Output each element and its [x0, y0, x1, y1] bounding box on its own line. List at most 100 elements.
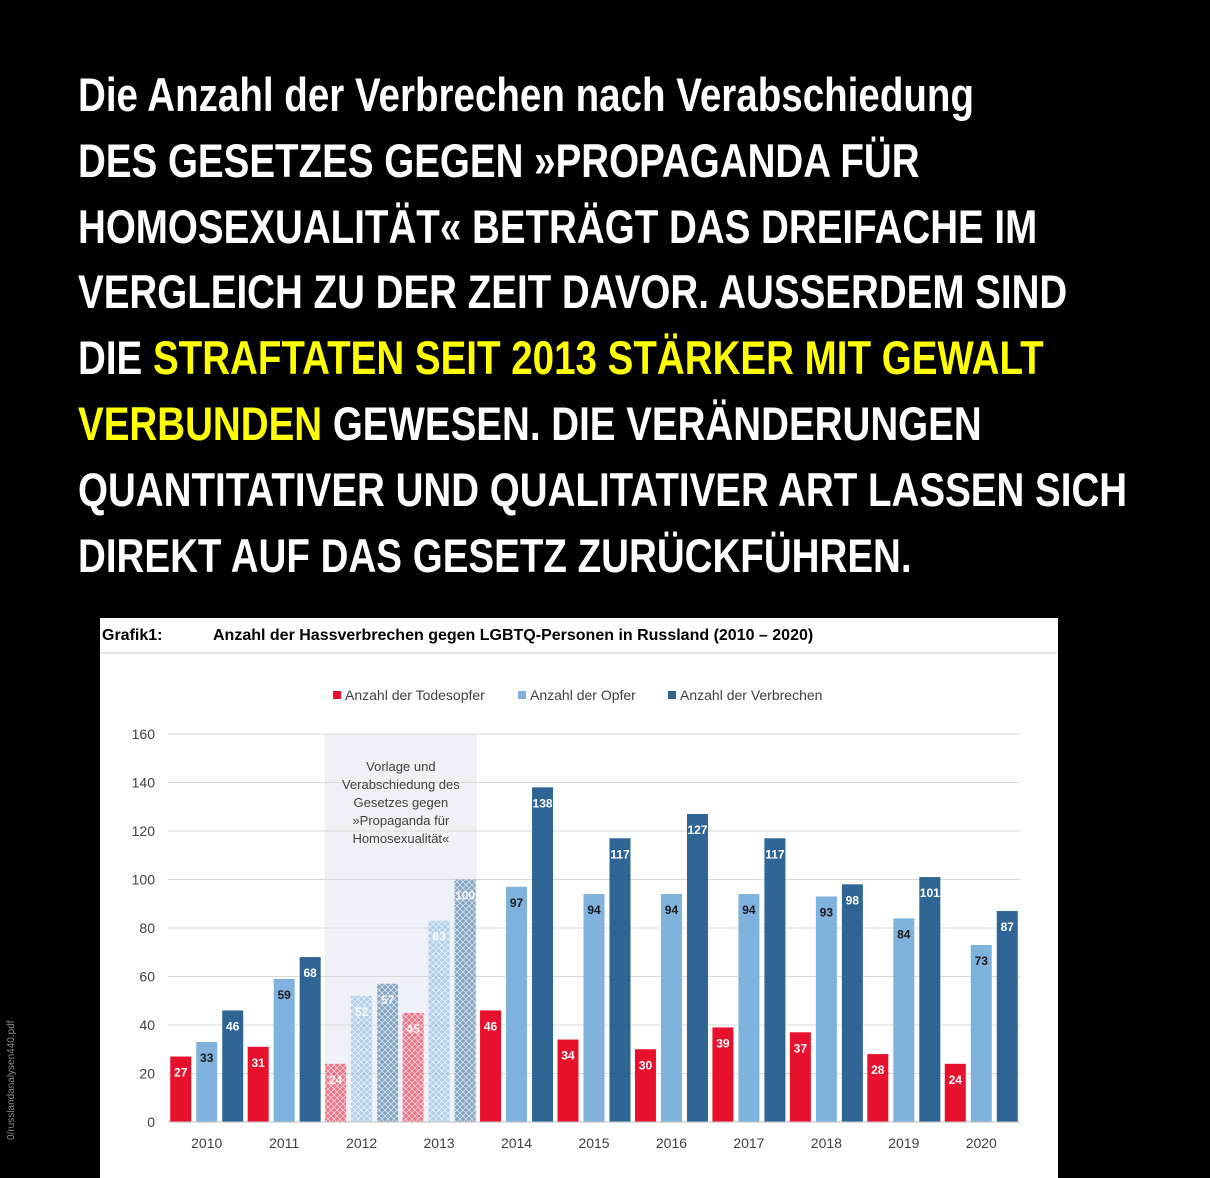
data-label: 33: [200, 1051, 214, 1065]
bar: [480, 1010, 502, 1122]
data-label: 52: [355, 1005, 369, 1019]
bar: [686, 814, 708, 1122]
bar: [506, 886, 528, 1122]
bar: [609, 838, 631, 1122]
bar: [841, 884, 863, 1122]
x-tick-label: 2012: [346, 1135, 377, 1151]
data-label: 24: [329, 1073, 343, 1087]
data-label: 97: [510, 896, 524, 910]
headline: Die Anzahl der Verbrechen nach Verabschi…: [78, 62, 1128, 588]
bar: [196, 1041, 218, 1122]
bar: [660, 894, 682, 1122]
y-tick-label: 0: [147, 1114, 155, 1130]
data-label: 94: [587, 903, 601, 917]
bar: [867, 1054, 889, 1122]
x-tick-label: 2010: [191, 1135, 222, 1151]
bar: [893, 918, 915, 1122]
data-label: 73: [975, 954, 989, 968]
headline-line-6: VERBUNDEN GEWESEN. DIE VERÄNDERUNGEN: [78, 391, 982, 457]
data-label: 39: [716, 1036, 730, 1050]
data-label: 45: [406, 1022, 420, 1036]
bar: [712, 1027, 734, 1122]
headline-line-5: DIE STRAFTATEN SEIT 2013 STÄRKER MIT GEW…: [78, 325, 1044, 391]
bar: [402, 1012, 424, 1122]
data-label: 138: [533, 796, 553, 810]
bar: [170, 1056, 192, 1122]
data-label: 93: [820, 905, 834, 919]
headline-line-4: VERGLEICH ZU DER ZEIT DAVOR. AUSSERDEM S…: [78, 265, 1068, 319]
bar: [299, 957, 321, 1122]
bar: [377, 983, 399, 1122]
data-label: 117: [610, 847, 630, 861]
headline-highlight-2: VERBUNDEN: [78, 396, 323, 450]
data-label: 46: [226, 1019, 240, 1033]
data-label: 30: [639, 1058, 653, 1072]
bar: [970, 944, 992, 1122]
headline-line-1: Die Anzahl der Verbrechen nach Verabschi…: [78, 68, 974, 121]
data-label: 94: [742, 903, 756, 917]
x-tick-label: 2015: [578, 1135, 609, 1151]
data-label: 68: [304, 966, 318, 980]
bar: [273, 978, 295, 1122]
legend-label: Anzahl der Opfer: [530, 687, 636, 703]
chart-panel: Grafik1: Anzahl der Hassverbrechen gegen …: [100, 618, 1058, 1178]
y-tick-label: 120: [132, 823, 156, 839]
bar: [944, 1063, 966, 1122]
chart-title: Anzahl der Hassverbrechen gegen LGBTQ-Pe…: [213, 627, 813, 644]
data-label: 98: [846, 893, 860, 907]
headline-line-3: HOMOSEXUALITÄT« BETRÄGT DAS DREIFACHE IM: [78, 199, 1038, 253]
bar: [222, 1010, 244, 1122]
y-tick-label: 100: [132, 872, 156, 888]
data-label: 28: [871, 1063, 885, 1077]
data-label: 117: [765, 847, 785, 861]
annotation-line: Gesetzes gegen: [354, 795, 449, 810]
bar: [789, 1032, 811, 1122]
bar: [764, 838, 786, 1122]
annotation-line: Vorlage und: [366, 759, 435, 774]
y-tick-label: 20: [139, 1066, 155, 1082]
y-tick-label: 40: [139, 1017, 155, 1033]
x-tick-label: 2011: [269, 1135, 299, 1151]
headline-line-2: DES GESETZES GEGEN »PROPAGANDA FÜR: [78, 133, 920, 187]
y-tick-label: 60: [139, 969, 155, 985]
data-label: 87: [1001, 920, 1015, 934]
legend-label: Anzahl der Todesopfer: [345, 687, 485, 703]
x-tick-label: 2017: [733, 1135, 764, 1151]
bar: [454, 879, 476, 1122]
bar: [738, 894, 760, 1122]
data-label: 57: [381, 993, 395, 1007]
bar: [996, 911, 1018, 1122]
headline-line-5-text: DIE: [78, 331, 153, 385]
data-label: 31: [252, 1056, 266, 1070]
x-tick-label: 2014: [501, 1135, 532, 1151]
data-label: 24: [949, 1073, 963, 1087]
x-tick-label: 2016: [656, 1135, 687, 1151]
data-label: 83: [432, 930, 446, 944]
data-label: 101: [920, 886, 940, 900]
annotation-line: Verabschiedung des: [342, 777, 460, 792]
data-label: 84: [897, 927, 911, 941]
y-tick-label: 160: [132, 726, 156, 742]
headline-line-6-text: GEWESEN. DIE VERÄNDERUNGEN: [322, 396, 982, 450]
bar: [325, 1063, 347, 1122]
y-tick-label: 80: [139, 920, 155, 936]
annotation-line: »Propaganda für: [352, 813, 450, 828]
data-label: 37: [794, 1041, 808, 1055]
headline-highlight-1: STRAFTATEN SEIT 2013 STÄRKER MIT GEWALT: [152, 331, 1044, 385]
data-label: 46: [484, 1019, 498, 1033]
bar: [815, 896, 837, 1122]
bar: [428, 920, 450, 1122]
legend-swatch: [518, 691, 526, 699]
bar: [532, 787, 554, 1122]
x-tick-label: 2019: [888, 1135, 919, 1151]
y-tick-label: 140: [132, 775, 156, 791]
headline-line-7: QUANTITATIVER UND QUALITATIVER ART LASSE…: [78, 462, 1128, 516]
x-tick-label: 2013: [424, 1135, 455, 1151]
bar: [351, 995, 373, 1122]
annotation-line: Homosexualität«: [352, 831, 449, 846]
bar: [919, 877, 941, 1122]
source-note: 0/russlandanalysen440.pdf: [6, 1020, 17, 1140]
data-label: 59: [278, 988, 292, 1002]
x-tick-label: 2020: [966, 1135, 997, 1151]
chart-svg: Grafik1: Anzahl der Hassverbrechen gegen …: [100, 627, 1058, 1151]
